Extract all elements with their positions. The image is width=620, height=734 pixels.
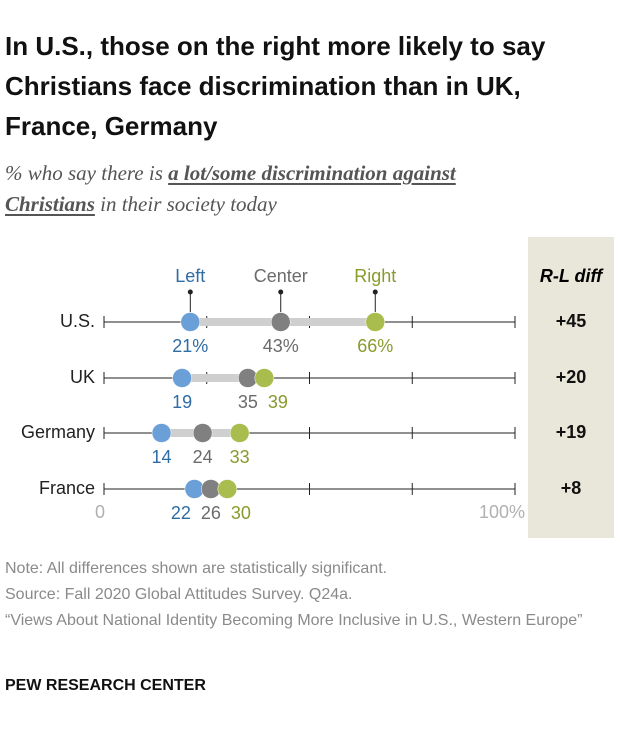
subtitle-emphasis: a lot/some discrimination against Christ… (5, 161, 456, 216)
value-label: 30 (231, 503, 251, 523)
value-label: 14 (152, 447, 172, 467)
dot (254, 368, 275, 388)
legend-leader-dot (187, 289, 193, 295)
subtitle-text: % who say there is (5, 161, 169, 185)
value-label: 66% (357, 336, 393, 356)
dot (229, 423, 250, 443)
source: Source: Fall 2020 Global Attitudes Surve… (5, 586, 353, 603)
subtitle: % who say there is a lot/some discrimina… (5, 158, 550, 220)
dot (201, 479, 221, 499)
legend-label: Center (254, 266, 308, 286)
dot (172, 368, 192, 388)
value-label: 35 (238, 392, 258, 412)
legend-label: Left (175, 266, 205, 286)
chart-title: In U.S., those on the right more likely … (5, 31, 546, 141)
dot (217, 479, 238, 499)
category-label: France (39, 478, 95, 498)
category-label: Germany (21, 422, 95, 442)
value-label: 26 (201, 503, 221, 523)
diff-label: +8 (561, 478, 582, 498)
dot (151, 423, 172, 443)
source-title: “Views About National Identity Becoming … (5, 612, 583, 629)
diff-panel (528, 237, 614, 538)
legend-leader-dot (372, 289, 378, 295)
category-label: U.S. (60, 311, 95, 331)
dot (184, 479, 205, 499)
value-label: 33 (230, 447, 250, 467)
x-tick-label: 0 (95, 502, 105, 522)
value-label: 22 (171, 503, 191, 523)
diff-header: R-L diff (540, 266, 604, 286)
dot (365, 312, 386, 332)
value-label: 21% (172, 336, 208, 356)
value-label: 24 (193, 447, 213, 467)
note: Note: All differences shown are statisti… (5, 560, 388, 577)
diff-label: +20 (556, 367, 587, 387)
dot (238, 368, 258, 388)
value-label: 19 (172, 392, 192, 412)
value-label: 39 (268, 392, 288, 412)
value-label: 43% (263, 336, 299, 356)
x-tick-label: 100% (479, 502, 525, 522)
dot (270, 312, 291, 332)
category-label: UK (70, 367, 95, 387)
notes: Note: All differences shown are statisti… (5, 556, 605, 634)
legend-label: Right (354, 266, 396, 286)
dot (180, 312, 201, 332)
diff-label: +19 (556, 422, 587, 442)
diff-label: +45 (556, 311, 587, 331)
subtitle-text: in their society today (94, 192, 277, 216)
footer: PEW RESEARCH CENTER (5, 677, 206, 694)
legend-leader-dot (278, 289, 284, 295)
dot (192, 423, 213, 443)
